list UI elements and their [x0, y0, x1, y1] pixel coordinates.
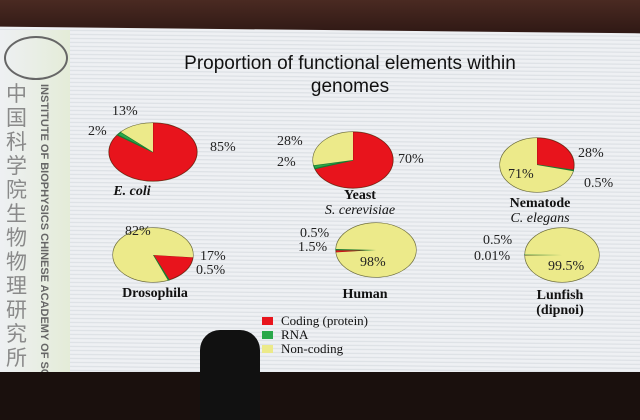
institute-name-chinese: 中国科学院生物物理研究所: [6, 82, 27, 370]
pie-slice-coding: [536, 137, 575, 171]
legend-swatch: [262, 331, 273, 339]
chart-title-line2: genomes: [310, 76, 390, 97]
pie-nematode: [499, 137, 575, 193]
pie-slice-noncoding: [500, 138, 574, 192]
legend-item: RNA: [262, 327, 368, 342]
legend-item: Non-coding: [262, 341, 368, 356]
chart-title-line1: Proportion of functional elements within: [184, 53, 516, 74]
pie-slice-noncoding: [120, 123, 153, 152]
pie-name: Yeast: [344, 188, 376, 203]
pie-drosophila: [112, 227, 194, 283]
legend-label: Coding (protein): [281, 313, 369, 328]
pie-name: Lunfish: [536, 288, 584, 303]
legend-swatch: [262, 317, 273, 325]
pie-lunfish: [524, 227, 600, 283]
pie-slice-rna: [536, 164, 575, 172]
pie-slice-noncoding: [313, 132, 353, 166]
pie-slice-noncoding: [113, 228, 193, 283]
data-label: 0.5%: [300, 226, 330, 241]
data-label: 99.5%: [548, 259, 585, 274]
data-label: 28%: [578, 146, 604, 161]
pie-slice-rna: [116, 131, 154, 153]
pie-name: Drosophila: [122, 286, 188, 301]
data-label: 85%: [210, 140, 236, 155]
background-stage: [0, 372, 640, 420]
pie-name: Nematode: [509, 196, 571, 211]
pie-yeast: [312, 131, 394, 189]
legend-label: Non-coding: [281, 341, 344, 356]
pie-slice-rna: [152, 254, 170, 281]
data-label: 0.01%: [474, 249, 511, 264]
data-label: 2%: [277, 155, 296, 170]
data-label: 28%: [277, 134, 303, 149]
data-label: 82%: [125, 224, 151, 239]
data-label: 98%: [360, 255, 386, 270]
legend-swatch: [262, 345, 273, 353]
pie-slice-coding: [314, 131, 394, 189]
slide-sidebar: [0, 30, 70, 375]
data-label: 0.5%: [584, 176, 614, 191]
institute-logo: [4, 36, 68, 80]
pie-slice-noncoding: [336, 222, 416, 277]
pie-slice-coding: [152, 254, 194, 281]
pie-slice-noncoding: [525, 228, 600, 283]
pie-name: Human: [342, 287, 388, 302]
legend-item: Coding (protein): [262, 313, 369, 328]
pie-human: [335, 222, 417, 278]
institute-name-english: INSTITUTE OF BIOPHYSICS CHINESE ACADEMY …: [38, 84, 50, 418]
pie-subname: C. elegans: [510, 211, 570, 226]
legend-label: RNA: [281, 327, 309, 342]
data-label: 13%: [112, 104, 138, 119]
speaker-silhouette: [200, 330, 260, 420]
pie-subname: (dipnoi): [536, 303, 584, 318]
data-label: 17%: [200, 249, 226, 264]
pie-slice-rna: [312, 159, 354, 170]
pie-name: E. coli: [113, 184, 151, 199]
data-label: 70%: [398, 152, 424, 167]
pie-subname: S. cerevisiae: [324, 203, 396, 218]
data-label: 71%: [508, 167, 534, 182]
chart-legend: Coding (protein) RNA Non-coding: [262, 313, 369, 356]
data-label: 0.5%: [196, 263, 226, 278]
pie-slice-rna: [335, 248, 377, 251]
data-label: 0.5%: [483, 233, 513, 248]
data-label: 1.5%: [298, 240, 328, 255]
pie-e-coli: [108, 122, 198, 182]
data-label: 2%: [88, 124, 107, 139]
